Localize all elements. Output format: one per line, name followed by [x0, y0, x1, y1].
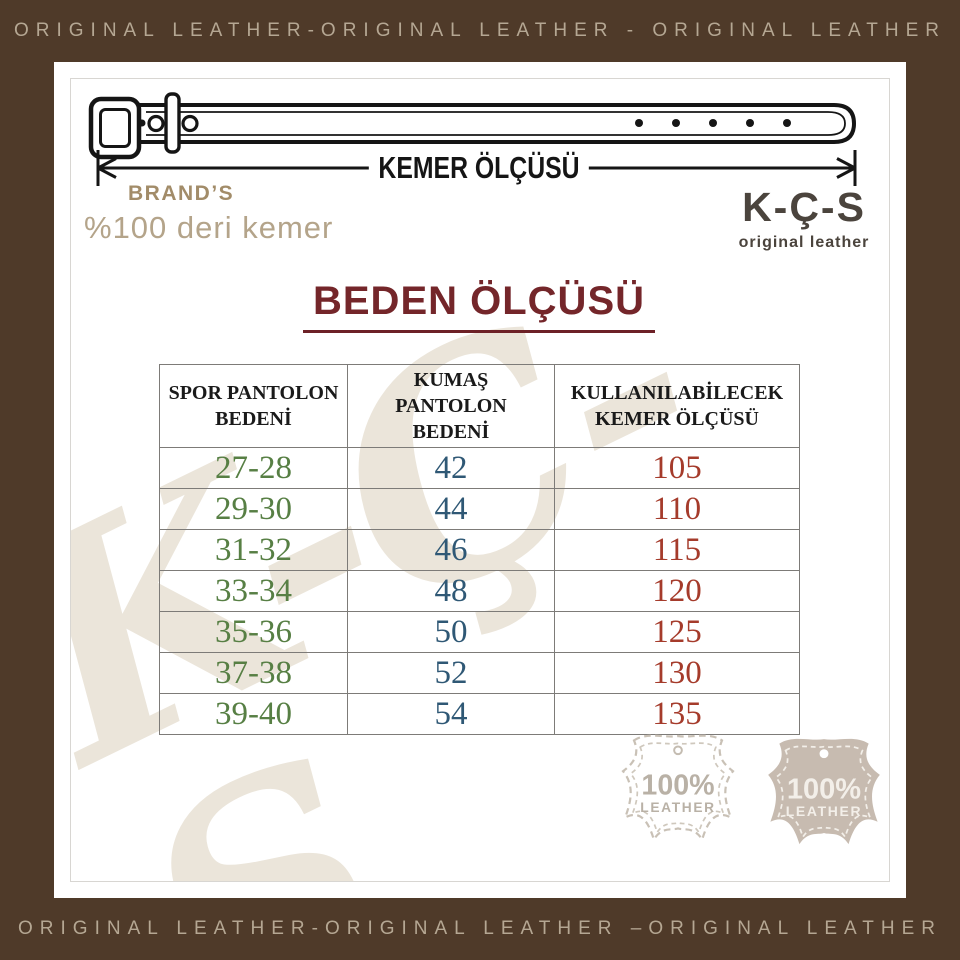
- belt-hole: [147, 114, 165, 133]
- logo-block: K-Ç-S original leather: [724, 185, 884, 252]
- size-chart-table: SPOR PANTOLON BEDENİ KUMAŞ PANTOLON BEDE…: [159, 364, 800, 735]
- cell-sport: 37-38: [159, 652, 348, 694]
- badge-label: LEATHER: [640, 800, 715, 815]
- cell-fabric: 52: [347, 652, 555, 694]
- cell-belt: 125: [554, 611, 800, 653]
- page-title-wrap: BEDEN ÖLÇÜSÜ: [71, 279, 887, 333]
- table-row: 39-40 54 135: [159, 693, 800, 735]
- cell-fabric: 54: [347, 693, 555, 735]
- belt-strap: [134, 103, 857, 144]
- cell-fabric: 48: [347, 570, 555, 612]
- cell-sport: 27-28: [159, 447, 348, 489]
- cell-belt: 115: [554, 529, 800, 571]
- cell-sport: 31-32: [159, 529, 348, 571]
- belt-size-label: KEMER ÖLÇÜSÜ: [368, 150, 590, 186]
- cell-fabric: 50: [347, 611, 555, 653]
- cell-belt: 105: [554, 447, 800, 489]
- cell-sport: 35-36: [159, 611, 348, 653]
- leather-badge-filled-icon: 100% LEATHER: [768, 738, 880, 845]
- brand-block: BRAND’S %100 deri kemer: [84, 182, 333, 246]
- cell-fabric: 42: [347, 447, 555, 489]
- header-belt-size: KULLANILABİLECEK KEMER ÖLÇÜSÜ: [554, 364, 800, 448]
- cell-belt: 120: [554, 570, 800, 612]
- table-row: 37-38 52 130: [159, 652, 800, 694]
- badge-hole: [673, 745, 683, 756]
- logo-name: K-Ç-S: [742, 184, 866, 230]
- badge-label: LEATHER: [786, 803, 863, 819]
- header-fabric-size: KUMAŞ PANTOLON BEDENİ: [347, 364, 555, 448]
- badge-hole: [819, 749, 829, 759]
- cell-belt: 110: [554, 488, 800, 530]
- table-row: 31-32 46 115: [159, 529, 800, 571]
- cell-belt: 135: [554, 693, 800, 735]
- belt-strap-inner-line: [146, 111, 846, 136]
- cell-sport: 33-34: [159, 570, 348, 612]
- cell-sport: 29-30: [159, 488, 348, 530]
- brand-name: BRAND’S: [128, 182, 235, 205]
- bottom-banner-text: ORIGINAL LEATHER-ORIGINAL LEATHER –ORIGI…: [18, 918, 942, 939]
- cell-fabric: 44: [347, 488, 555, 530]
- table-row: 35-36 50 125: [159, 611, 800, 653]
- cell-belt: 130: [554, 652, 800, 694]
- white-card: K-Ç-S: [54, 62, 906, 898]
- inner-card: K-Ç-S: [70, 78, 890, 882]
- leather-badge-outline-icon: 100% LEATHER: [621, 734, 735, 842]
- page-title: BEDEN ÖLÇÜSÜ: [302, 279, 656, 333]
- badge-percent: 100%: [641, 769, 714, 801]
- belt-buckle-frame: [88, 96, 142, 160]
- table-row: 27-28 42 105: [159, 447, 800, 489]
- cell-sport: 39-40: [159, 693, 348, 735]
- logo-subtitle: original leather: [738, 234, 870, 251]
- cell-fabric: 46: [347, 529, 555, 571]
- table-header-row: SPOR PANTOLON BEDENİ KUMAŞ PANTOLON BEDE…: [159, 364, 800, 448]
- table-row: 33-34 48 120: [159, 570, 800, 612]
- table-row: 29-30 44 110: [159, 488, 800, 530]
- header-sport-size: SPOR PANTOLON BEDENİ: [159, 364, 348, 448]
- top-banner-text: ORIGINAL LEATHER-ORIGINAL LEATHER - ORIG…: [14, 20, 946, 41]
- badge-percent: 100%: [787, 773, 861, 805]
- belt-hole: [181, 114, 199, 133]
- belt-buckle-inner: [99, 108, 131, 148]
- belt-keeper: [164, 92, 181, 154]
- belt-punch-holes: [635, 119, 791, 127]
- brand-tagline: %100 deri kemer: [84, 210, 334, 245]
